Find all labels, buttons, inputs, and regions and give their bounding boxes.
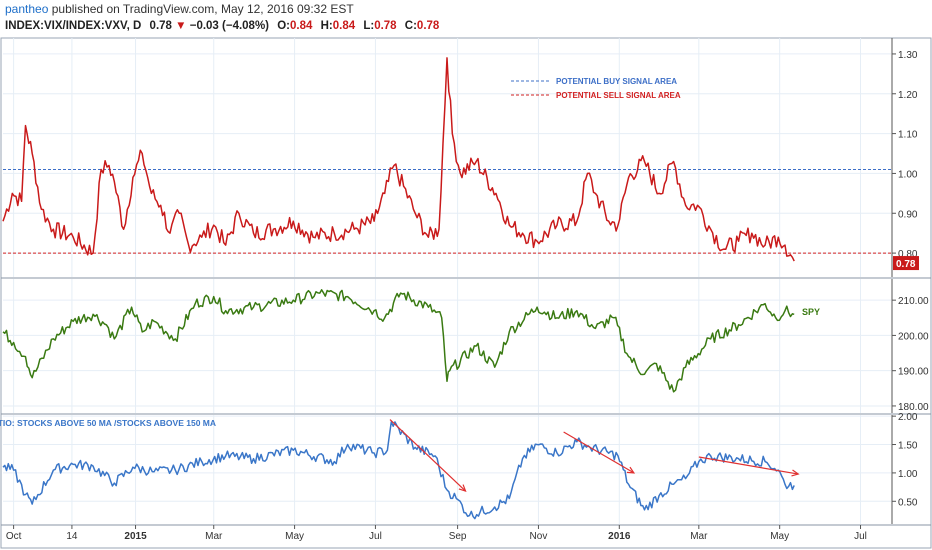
y-tick-label: 180.00 xyxy=(898,402,929,413)
open-value: 0.84 xyxy=(290,20,313,32)
y-tick-label: 0.90 xyxy=(898,209,918,220)
x-tick-label: Mar xyxy=(205,531,223,542)
publish-line: pantheo published on TradingView.com, Ma… xyxy=(5,2,354,16)
symbol-legend: INDEX:VIX/INDEX:VXV, D 0.78 ▼ −0.03 (−4.… xyxy=(5,20,439,32)
y-tick-label: 1.30 xyxy=(898,50,918,61)
y-tick-label: 1.20 xyxy=(898,90,918,101)
y-tick-label: 0.50 xyxy=(898,497,918,508)
x-tick-label: Oct xyxy=(6,531,22,542)
trend-arrow-line xyxy=(563,431,635,474)
x-tick-label: Sep xyxy=(449,531,467,542)
last-value-label: 0.78 xyxy=(896,259,916,270)
close-label: C: xyxy=(404,20,417,32)
close-value: 0.78 xyxy=(416,20,440,32)
series-line-middle xyxy=(2,289,795,393)
high-value: 0.84 xyxy=(332,20,356,32)
price-change: −0.03 (−4.08%) xyxy=(189,20,270,32)
trend-arrow-line xyxy=(698,456,799,475)
panel-top: 1.30 1.20 1.10 1.00 0.90 0.80 POTENTIAL BUY SI… xyxy=(1,38,931,279)
x-tick-label: 14 xyxy=(66,531,78,542)
y-tick-label: 1.50 xyxy=(898,441,918,452)
y-tick-label: 1.10 xyxy=(898,130,918,141)
down-arrow-icon: ▼ xyxy=(175,20,187,32)
trend-arrow-head xyxy=(791,469,800,477)
x-tick-label: May xyxy=(770,531,789,542)
published-text: published on TradingView.com, May 12, 20… xyxy=(51,2,354,16)
x-tick-label: Jul xyxy=(854,531,867,542)
series-line-top xyxy=(2,57,795,262)
y-tick-label: 2.00 xyxy=(898,412,918,423)
low-value: 0.78 xyxy=(374,20,397,32)
y-tick-label: 1.00 xyxy=(898,469,918,480)
x-tick-label: Nov xyxy=(530,531,548,542)
x-tick-label: 2016 xyxy=(608,531,631,542)
series-label-breadth: RATIO: STOCKS ABOVE 50 MA /STOCKS ABOVE … xyxy=(0,418,216,428)
x-tick-label: 2015 xyxy=(124,531,147,542)
chart-frame xyxy=(0,37,932,549)
panel-bottom: 2.00 1.50 1.00 0.50 RATIO: STOCKS ABOVE 50 M… xyxy=(0,412,931,526)
trend-arrow-head xyxy=(626,466,636,474)
y-tick-label: 0.80 xyxy=(898,249,918,260)
series-line-bottom xyxy=(2,421,795,520)
trend-arrow-line xyxy=(389,419,466,492)
open-label: O: xyxy=(277,20,290,32)
last-price: 0.78 xyxy=(149,20,172,32)
legend-buy-label: POTENTIAL BUY SIGNAL AREA xyxy=(556,77,677,86)
x-tick-label: Mar xyxy=(690,531,708,542)
high-label: H: xyxy=(320,20,333,32)
y-tick-label: 190.00 xyxy=(898,367,929,378)
last-value-badge xyxy=(893,256,919,271)
y-tick-label: 1.00 xyxy=(898,169,918,180)
y-tick-label: 200.00 xyxy=(898,331,929,342)
x-tick-label: Jul xyxy=(369,531,382,542)
author-link[interactable]: pantheo xyxy=(5,2,49,16)
legend-sell-label: POTENTIAL SELL SIGNAL AREA xyxy=(556,91,681,100)
symbol-name[interactable]: INDEX:VIX/INDEX:VXV, D xyxy=(5,20,142,32)
low-label: L: xyxy=(363,20,375,32)
trend-arrow-head xyxy=(458,484,467,493)
y-tick-label: 210.00 xyxy=(898,296,929,307)
panel-middle: 210.00 200.00 190.00 180.00 SPY xyxy=(1,279,931,415)
x-tick-label: May xyxy=(285,531,304,542)
series-label-spy: SPY xyxy=(802,307,820,317)
